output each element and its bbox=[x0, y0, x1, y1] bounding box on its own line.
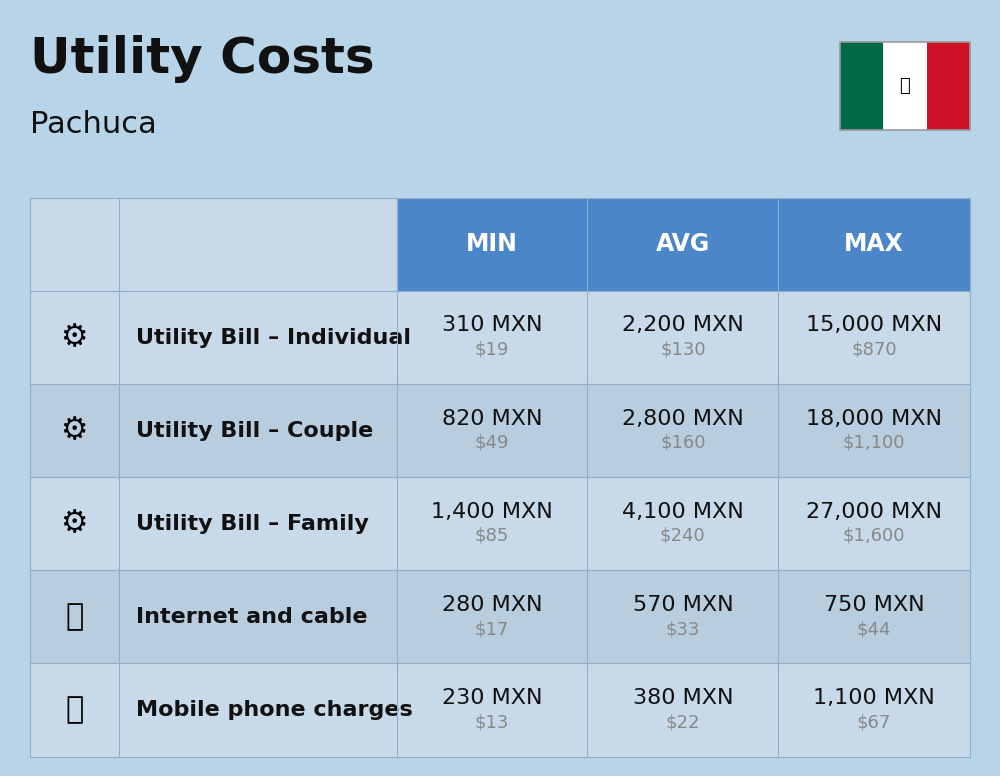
Bar bbox=[30, 477, 970, 570]
Bar bbox=[41, 584, 108, 650]
Text: ⚙️: ⚙️ bbox=[61, 509, 88, 539]
Text: 📶: 📶 bbox=[66, 602, 84, 632]
Bar bbox=[41, 305, 108, 370]
Text: ⚙️: ⚙️ bbox=[61, 323, 88, 352]
Bar bbox=[778, 198, 970, 291]
Text: $13: $13 bbox=[475, 713, 509, 731]
Text: $160: $160 bbox=[660, 434, 706, 452]
Text: Utility Bill – Family: Utility Bill – Family bbox=[136, 514, 369, 534]
Text: $240: $240 bbox=[660, 527, 706, 545]
Bar bbox=[30, 384, 970, 477]
Text: $44: $44 bbox=[857, 620, 891, 638]
Bar bbox=[840, 42, 970, 130]
Bar bbox=[119, 198, 397, 291]
Text: $17: $17 bbox=[475, 620, 509, 638]
Bar bbox=[41, 677, 108, 743]
Text: Internet and cable: Internet and cable bbox=[136, 607, 367, 627]
Text: 2,200 MXN: 2,200 MXN bbox=[622, 316, 744, 335]
Text: $49: $49 bbox=[475, 434, 509, 452]
Bar bbox=[30, 291, 970, 384]
Text: 15,000 MXN: 15,000 MXN bbox=[806, 316, 942, 335]
Text: MAX: MAX bbox=[844, 233, 904, 256]
Bar bbox=[30, 198, 119, 291]
Text: $85: $85 bbox=[475, 527, 509, 545]
Bar bbox=[587, 198, 778, 291]
Text: 280 MXN: 280 MXN bbox=[442, 595, 542, 615]
Text: 2,800 MXN: 2,800 MXN bbox=[622, 409, 744, 428]
Text: AVG: AVG bbox=[656, 233, 710, 256]
Bar bbox=[883, 42, 927, 130]
Text: $1,100: $1,100 bbox=[843, 434, 905, 452]
Text: 🦅: 🦅 bbox=[900, 77, 910, 95]
Text: 📱: 📱 bbox=[66, 695, 84, 725]
Bar bbox=[397, 198, 587, 291]
Text: $870: $870 bbox=[851, 341, 897, 359]
Text: MIN: MIN bbox=[466, 233, 518, 256]
Bar bbox=[30, 663, 970, 757]
Bar bbox=[41, 491, 108, 556]
Text: 820 MXN: 820 MXN bbox=[442, 409, 542, 428]
Text: 1,100 MXN: 1,100 MXN bbox=[813, 688, 935, 708]
Text: ⚙️: ⚙️ bbox=[61, 416, 88, 445]
Text: Pachuca: Pachuca bbox=[30, 110, 157, 139]
Text: Utility Bill – Couple: Utility Bill – Couple bbox=[136, 421, 373, 441]
Text: $1,600: $1,600 bbox=[843, 527, 905, 545]
Bar bbox=[30, 570, 970, 663]
Bar bbox=[927, 42, 970, 130]
Text: 230 MXN: 230 MXN bbox=[442, 688, 542, 708]
Text: $67: $67 bbox=[857, 713, 891, 731]
Text: Utility Costs: Utility Costs bbox=[30, 35, 375, 83]
Text: 310 MXN: 310 MXN bbox=[442, 316, 542, 335]
Text: 27,000 MXN: 27,000 MXN bbox=[806, 502, 942, 521]
Text: 380 MXN: 380 MXN bbox=[633, 688, 733, 708]
Text: $130: $130 bbox=[660, 341, 706, 359]
Text: 1,400 MXN: 1,400 MXN bbox=[431, 502, 553, 521]
Text: 4,100 MXN: 4,100 MXN bbox=[622, 502, 744, 521]
Bar bbox=[41, 398, 108, 463]
Text: 18,000 MXN: 18,000 MXN bbox=[806, 409, 942, 428]
Text: 570 MXN: 570 MXN bbox=[633, 595, 733, 615]
Text: $33: $33 bbox=[666, 620, 700, 638]
Text: 750 MXN: 750 MXN bbox=[824, 595, 924, 615]
Text: $19: $19 bbox=[475, 341, 509, 359]
Text: Utility Bill – Individual: Utility Bill – Individual bbox=[136, 327, 411, 348]
Text: Mobile phone charges: Mobile phone charges bbox=[136, 700, 413, 720]
Text: $22: $22 bbox=[666, 713, 700, 731]
Bar bbox=[840, 42, 883, 130]
